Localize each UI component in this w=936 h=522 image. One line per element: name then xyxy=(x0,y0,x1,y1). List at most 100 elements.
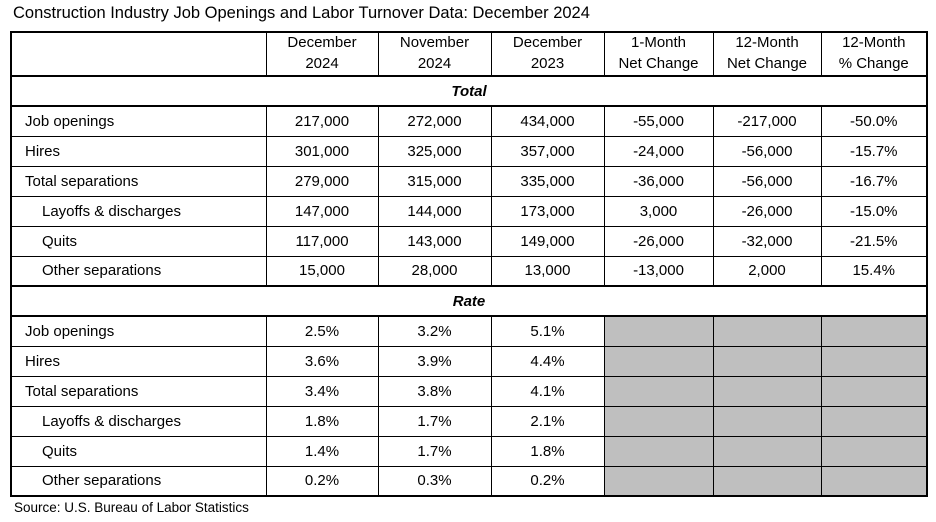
table-row-rate-quits: Quits 1.4% 1.7% 1.8% xyxy=(10,435,928,467)
table-row-total-job-openings: Job openings 217,000 272,000 434,000 -55… xyxy=(10,105,928,137)
cell: 1.7% xyxy=(377,435,492,467)
cell: 3.2% xyxy=(377,315,492,347)
empty-cell xyxy=(820,405,928,437)
cell: 149,000 xyxy=(490,225,605,257)
cell: 357,000 xyxy=(490,135,605,167)
cell: -55,000 xyxy=(603,105,714,137)
cell: -16.7% xyxy=(820,165,928,197)
cell: 3.6% xyxy=(265,345,379,377)
table-row-rate-layoffs-discharges: Layoffs & discharges 1.8% 1.7% 2.1% xyxy=(10,405,928,437)
table-row-rate-hires: Hires 3.6% 3.9% 4.4% xyxy=(10,345,928,377)
cell: 147,000 xyxy=(265,195,379,227)
table-row-total-other-separations: Other separations 15,000 28,000 13,000 -… xyxy=(10,255,928,287)
row-label: Job openings xyxy=(10,105,267,137)
row-label: Other separations xyxy=(10,255,267,287)
empty-cell xyxy=(603,465,714,497)
cell: -24,000 xyxy=(603,135,714,167)
cell: 5.1% xyxy=(490,315,605,347)
section-label: Rate xyxy=(11,285,927,317)
column-header-december-2024: December 2024 xyxy=(265,31,379,77)
cell: 143,000 xyxy=(377,225,492,257)
cell: 3.9% xyxy=(377,345,492,377)
cell: 272,000 xyxy=(377,105,492,137)
cell: 325,000 xyxy=(377,135,492,167)
cell: 144,000 xyxy=(377,195,492,227)
empty-cell xyxy=(820,315,928,347)
cell: 279,000 xyxy=(265,165,379,197)
column-header-november-2024: November 2024 xyxy=(377,31,492,77)
empty-cell xyxy=(712,315,822,347)
cell: -217,000 xyxy=(712,105,822,137)
row-label: Layoffs & discharges xyxy=(10,405,267,437)
cell: 28,000 xyxy=(377,255,492,287)
empty-cell xyxy=(712,465,822,497)
row-label: Other separations xyxy=(10,465,267,497)
cell: 217,000 xyxy=(265,105,379,137)
cell: -13,000 xyxy=(603,255,714,287)
empty-cell xyxy=(712,435,822,467)
cell: 3.8% xyxy=(377,375,492,407)
empty-cell xyxy=(603,435,714,467)
row-label: Job openings xyxy=(10,315,267,347)
cell: -36,000 xyxy=(603,165,714,197)
cell: 1.7% xyxy=(377,405,492,437)
row-label: Hires xyxy=(10,345,267,377)
table-row-total-layoffs-discharges: Layoffs & discharges 147,000 144,000 173… xyxy=(10,195,928,227)
empty-cell xyxy=(820,345,928,377)
empty-cell xyxy=(603,315,714,347)
cell: -26,000 xyxy=(712,195,822,227)
empty-cell xyxy=(820,465,928,497)
table-row-rate-other-separations: Other separations 0.2% 0.3% 0.2% xyxy=(10,465,928,497)
row-label: Hires xyxy=(10,135,267,167)
table-row-rate-job-openings: Job openings 2.5% 3.2% 5.1% xyxy=(10,315,928,347)
cell: -15.0% xyxy=(820,195,928,227)
source-note: Source: U.S. Bureau of Labor Statistics xyxy=(14,500,249,515)
table-header-row: December 2024 November 2024 December 2023 1… xyxy=(10,31,928,77)
empty-cell xyxy=(820,435,928,467)
row-label: Quits xyxy=(10,225,267,257)
empty-cell xyxy=(603,405,714,437)
cell: -56,000 xyxy=(712,165,822,197)
cell: 335,000 xyxy=(490,165,605,197)
cell: -15.7% xyxy=(820,135,928,167)
empty-cell xyxy=(712,405,822,437)
empty-cell xyxy=(603,345,714,377)
empty-cell xyxy=(712,345,822,377)
cell: 1.8% xyxy=(265,405,379,437)
table-row-total-separations: Total separations 279,000 315,000 335,00… xyxy=(10,165,928,197)
row-label: Quits xyxy=(10,435,267,467)
cell: 2.1% xyxy=(490,405,605,437)
page-title: Construction Industry Job Openings and L… xyxy=(13,4,590,22)
cell: 0.3% xyxy=(377,465,492,497)
cell: 1.8% xyxy=(490,435,605,467)
cell: 2,000 xyxy=(712,255,822,287)
table-row-total-quits: Quits 117,000 143,000 149,000 -26,000 -3… xyxy=(10,225,928,257)
cell: 315,000 xyxy=(377,165,492,197)
cell: 301,000 xyxy=(265,135,379,167)
cell: -56,000 xyxy=(712,135,822,167)
cell: 3,000 xyxy=(603,195,714,227)
cell: 0.2% xyxy=(265,465,379,497)
section-header-total: Total xyxy=(11,75,927,107)
cell: -26,000 xyxy=(603,225,714,257)
row-label: Total separations xyxy=(10,165,267,197)
row-label: Layoffs & discharges xyxy=(10,195,267,227)
cell: 117,000 xyxy=(265,225,379,257)
cell: 173,000 xyxy=(490,195,605,227)
column-header-december-2023: December 2023 xyxy=(490,31,605,77)
section-label: Total xyxy=(11,75,927,107)
empty-cell xyxy=(820,375,928,407)
cell: 4.4% xyxy=(490,345,605,377)
cell: 3.4% xyxy=(265,375,379,407)
cell: -32,000 xyxy=(712,225,822,257)
cell: 2.5% xyxy=(265,315,379,347)
row-label: Total separations xyxy=(10,375,267,407)
cell: 4.1% xyxy=(490,375,605,407)
table-row-rate-total-separations: Total separations 3.4% 3.8% 4.1% xyxy=(10,375,928,407)
cell: -50.0% xyxy=(820,105,928,137)
cell: 15,000 xyxy=(265,255,379,287)
table-row-total-hires: Hires 301,000 325,000 357,000 -24,000 -5… xyxy=(10,135,928,167)
cell: 1.4% xyxy=(265,435,379,467)
section-header-rate: Rate xyxy=(11,285,927,317)
